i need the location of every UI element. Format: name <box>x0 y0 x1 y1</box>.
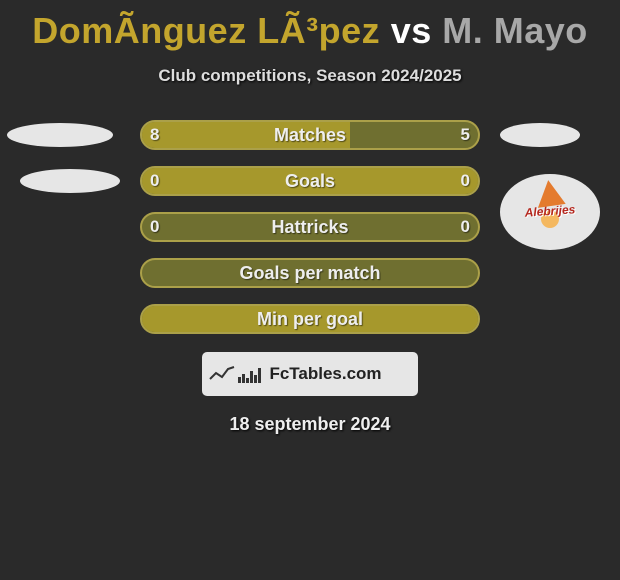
stat-label-goals: Goals <box>142 168 478 194</box>
stat-bar-gpm: Goals per match <box>140 258 480 288</box>
date-line: 18 september 2024 <box>229 414 390 435</box>
stat-bar-mpg: Min per goal <box>140 304 480 334</box>
vs-label: vs <box>391 10 432 51</box>
p2-club-chip-1 <box>500 123 580 147</box>
stat-row-gpm: Goals per match <box>0 258 620 288</box>
p1-club-chip-1 <box>7 123 113 147</box>
stat-label-mpg: Min per goal <box>142 306 478 332</box>
stat-label-matches: Matches <box>142 122 478 148</box>
brand-text: FcTables.com <box>269 364 381 384</box>
p1-club-chip-2 <box>20 169 120 193</box>
fctables-logo-icon <box>238 365 261 383</box>
page-title: DomÃ­nguez LÃ³pez vs M. Mayo <box>32 10 588 52</box>
player1-name: DomÃ­nguez LÃ³pez <box>32 10 380 51</box>
subtitle: Club competitions, Season 2024/2025 <box>158 66 461 86</box>
stats-block: 85Matches 00Goals 00Hattricks Goals per mat… <box>0 120 620 334</box>
stat-bar-hattricks: 00Hattricks <box>140 212 480 242</box>
stat-label-gpm: Goals per match <box>142 260 478 286</box>
stat-bar-matches: 85Matches <box>140 120 480 150</box>
stat-row-mpg: Min per goal <box>0 304 620 334</box>
stat-label-hattricks: Hattricks <box>142 214 478 240</box>
brand-badge: FcTables.com <box>202 352 418 396</box>
stat-bar-goals: 00Goals <box>140 166 480 196</box>
player2-name: M. Mayo <box>442 10 588 51</box>
p2-club-logo-chip: Alebrijes <box>500 174 600 250</box>
club-logo-text: Alebrijes <box>515 202 586 221</box>
